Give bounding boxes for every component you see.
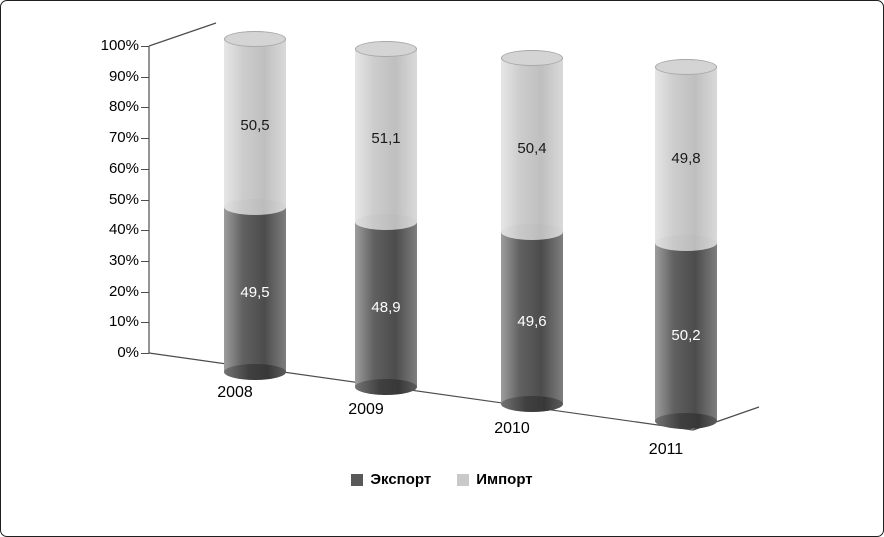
legend-swatch-import [457,473,470,486]
y-tick-mark [141,322,149,324]
import-value-label: 50,4 [517,139,547,157]
legend-item-import: Импорт [457,471,533,488]
import-segment [501,58,563,233]
y-tick-mark [141,230,149,232]
import-value-label: 51,1 [371,129,401,147]
export-segment [501,232,563,404]
y-tick-label: 90% [108,67,139,85]
cylinder-2010: 50,4 49,6 [501,50,563,412]
y-tick-label: 100% [100,37,139,54]
y-tick-mark [141,291,149,293]
y-tick-label: 20% [108,282,139,300]
export-value-label: 49,6 [517,312,547,330]
import-segment [655,67,717,244]
segment-boundary-ellipse [224,199,286,216]
y-tick-label: 30% [108,251,139,269]
legend-item-export: Экспорт [351,471,431,488]
legend-label-export: Экспорт [370,471,432,488]
export-value-label: 50,2 [671,326,701,344]
segment-boundary-ellipse [655,235,717,252]
y-tick-label: 0% [117,344,139,361]
export-segment [224,207,286,372]
import-segment [224,39,286,208]
category-label: 2009 [348,401,384,418]
category-label: 2010 [494,420,530,437]
back-wall-top-edge [148,22,217,47]
y-tick-mark [141,260,149,262]
y-tick-mark [141,46,149,47]
y-tick-label: 10% [108,313,139,331]
cylinder-bottom-ellipse [655,413,717,429]
y-tick-label: 80% [108,98,139,116]
export-value-label: 49,5 [240,283,270,301]
cylinder-2009: 51,1 48,9 [355,41,417,395]
legend-label-import: Импорт [476,471,533,488]
y-tick-label: 50% [108,190,139,208]
y-tick-mark [141,76,149,78]
export-segment [655,243,717,421]
category-label: 2011 [648,441,684,458]
cylinder-top-ellipse [355,41,417,57]
legend-swatch-export [351,473,364,486]
segment-boundary-ellipse [355,213,417,230]
y-tick-mark [141,138,149,140]
export-segment [355,221,417,387]
import-value-label: 49,8 [671,149,701,167]
y-tick-label: 70% [108,129,139,147]
cylinder-top-ellipse [501,50,563,66]
cylinder-top-ellipse [224,31,286,47]
legend: Экспорт Импорт [1,471,883,488]
cylinder-2011: 49,8 50,2 [655,59,717,429]
cylinder-2008: 50,5 49,5 [224,31,286,380]
cylinder-top-ellipse [655,59,717,75]
y-tick-label: 40% [108,221,139,239]
y-tick-mark [141,353,149,354]
category-label: 2008 [217,384,253,401]
segment-boundary-ellipse [501,224,563,241]
import-value-label: 50,5 [240,117,270,135]
y-tick-mark [141,199,149,201]
y-tick-label: 60% [108,159,139,177]
cylinder-bottom-ellipse [501,396,563,412]
y-tick-mark [141,107,149,109]
export-value-label: 48,9 [371,298,401,316]
y-tick-mark [141,168,149,170]
import-segment [355,49,417,222]
cylinder-bottom-ellipse [224,364,286,380]
cylinder-bottom-ellipse [355,379,417,395]
